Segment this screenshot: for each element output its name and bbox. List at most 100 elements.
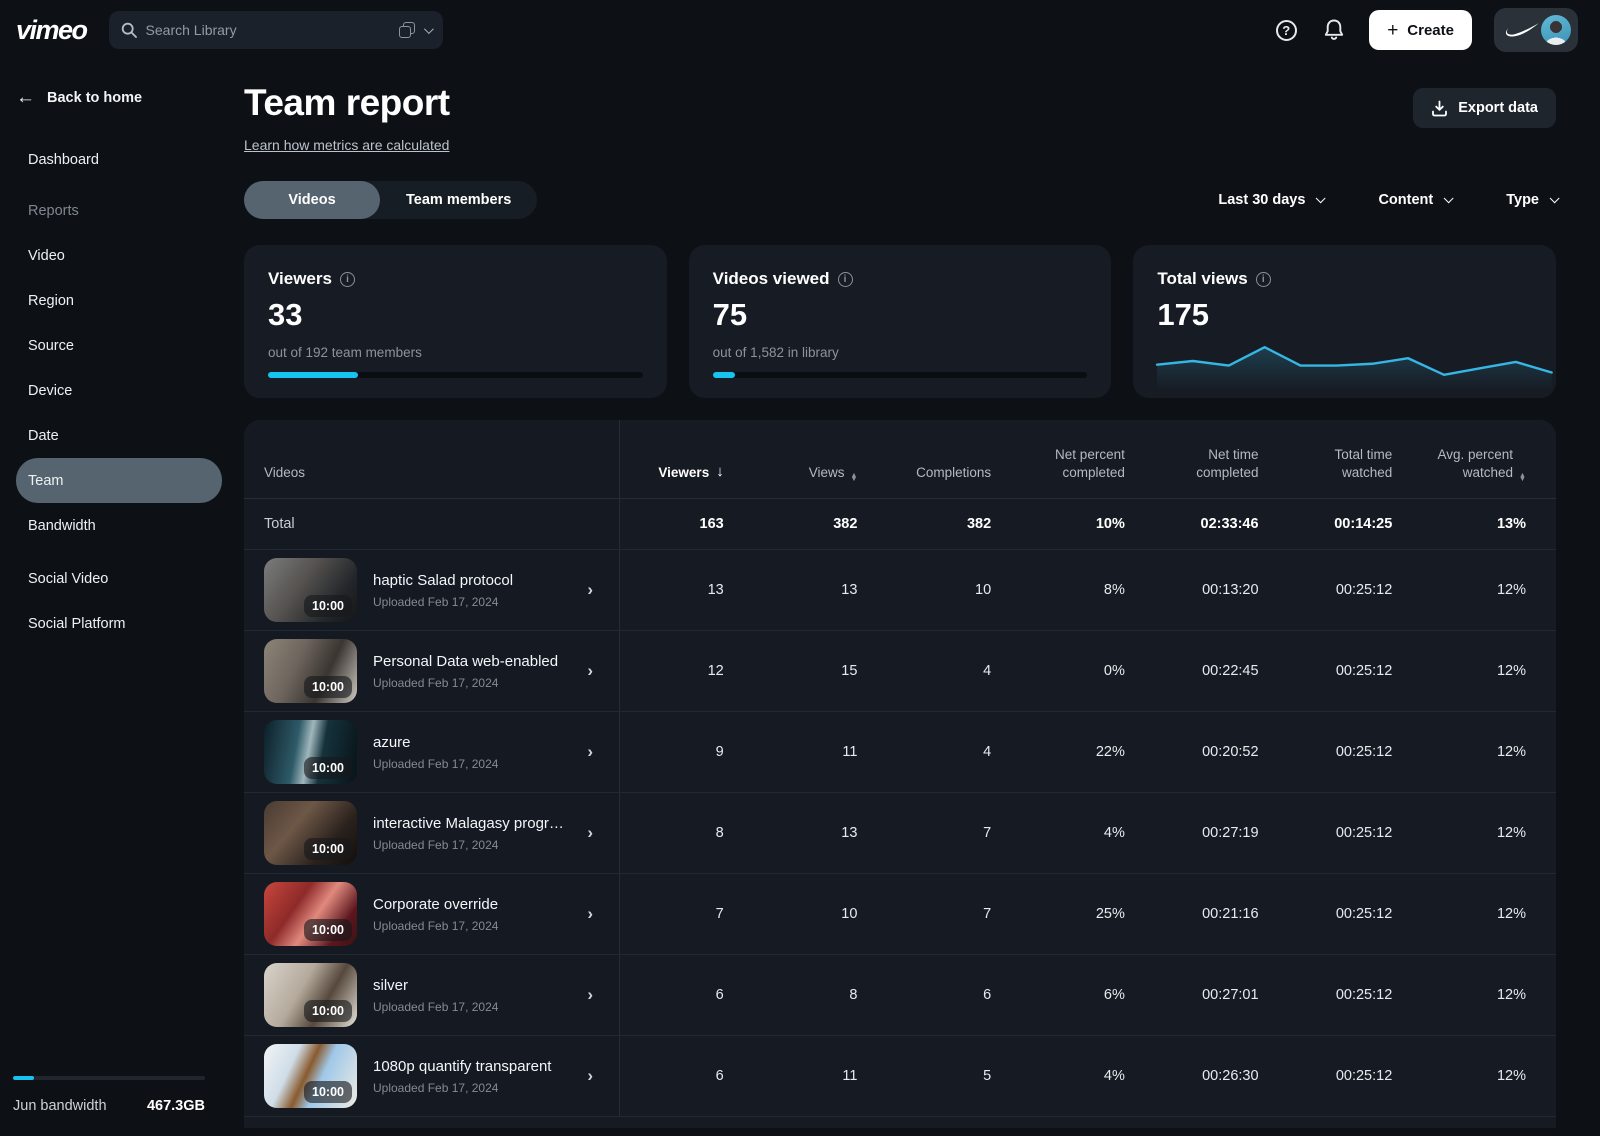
table-row[interactable]: 10:00Personal Data web-enabledUploaded F… (244, 630, 1556, 711)
table-row[interactable]: 10:00Corporate overrideUploaded Feb 17, … (244, 873, 1556, 954)
column-header-net-percent-completed[interactable]: Net percent completed (1021, 420, 1155, 498)
chevron-down-icon (1550, 193, 1560, 203)
sidebar-item-bandwidth[interactable]: Bandwidth (16, 503, 222, 548)
sidebar-item-social-platform[interactable]: Social Platform (16, 601, 222, 646)
tab-team-members[interactable]: Team members (380, 181, 537, 219)
column-header-avg-percent-watched[interactable]: Avg. percent watched▲▼ (1422, 420, 1556, 498)
duration-badge: 10:00 (304, 676, 352, 698)
card-value: 33 (268, 297, 643, 333)
video-cell: 10:00Corporate overrideUploaded Feb 17, … (244, 874, 620, 954)
cell-total_time: 00:25:12 (1289, 631, 1423, 711)
chevron-right-icon[interactable]: › (587, 742, 599, 762)
table-row[interactable]: 10:00silverUploaded Feb 17, 2024›6866%00… (244, 954, 1556, 1035)
chevron-right-icon[interactable]: › (587, 823, 599, 843)
table-row[interactable]: 10:00interactive Malagasy programmi...Up… (244, 792, 1556, 873)
card-progress-bar (713, 372, 1088, 378)
cell-total_time: 00:25:12 (1289, 955, 1423, 1035)
card-title: Videos viewed (713, 269, 830, 289)
bandwidth-summary: Jun bandwidth 467.3GB (13, 1076, 205, 1114)
column-header-net-time-completed[interactable]: Net time completed (1155, 420, 1289, 498)
video-thumbnail[interactable]: 10:00 (264, 1044, 357, 1108)
column-header-videos[interactable]: Videos (244, 420, 620, 498)
video-uploaded-date: Uploaded Feb 17, 2024 (373, 676, 571, 690)
duration-badge: 10:00 (304, 838, 352, 860)
stat-card-videos-viewed: Videos viewedi75out of 1,582 in library (689, 245, 1112, 398)
export-data-button[interactable]: Export data (1413, 88, 1556, 128)
video-thumbnail[interactable]: 10:00 (264, 882, 357, 946)
sidebar: ← Back to home DashboardReportsVideoRegi… (0, 60, 240, 1136)
account-menu[interactable] (1494, 8, 1578, 52)
library-scope-icon[interactable] (399, 22, 415, 38)
sidebar-item-device[interactable]: Device (16, 368, 222, 413)
cell-views: 11 (754, 1036, 888, 1116)
video-thumbnail[interactable]: 10:00 (264, 639, 357, 703)
duration-badge: 10:00 (304, 919, 352, 941)
sidebar-item-date[interactable]: Date (16, 413, 222, 458)
info-icon[interactable]: i (340, 272, 355, 287)
help-button[interactable]: ? (1273, 17, 1299, 43)
column-header-completions[interactable]: Completions (887, 420, 1021, 498)
video-thumbnail[interactable]: 10:00 (264, 558, 357, 622)
cell-views: 15 (754, 631, 888, 711)
table-row[interactable]: 10:001080p quantify transparentUploaded … (244, 1035, 1556, 1116)
cell-avg_percent: 12% (1422, 874, 1556, 954)
sidebar-item-team[interactable]: Team (16, 458, 222, 503)
chevron-right-icon[interactable]: › (587, 985, 599, 1005)
chevron-down-icon[interactable] (424, 24, 434, 34)
filter-content[interactable]: Content (1378, 192, 1450, 208)
video-thumbnail[interactable]: 10:00 (264, 720, 357, 784)
arrow-left-icon: ← (16, 88, 35, 107)
video-thumbnail[interactable]: 10:00 (264, 963, 357, 1027)
cell-viewers: 9 (620, 712, 754, 792)
search-bar[interactable] (109, 11, 443, 49)
back-to-home-link[interactable]: ← Back to home (16, 88, 222, 107)
tab-videos[interactable]: Videos (244, 181, 380, 219)
stat-card-viewers: Viewersi33out of 192 team members (244, 245, 667, 398)
report-tabs: VideosTeam members (244, 181, 537, 219)
chevron-down-icon (1316, 193, 1326, 203)
download-icon (1431, 100, 1448, 117)
chevron-right-icon[interactable]: › (587, 661, 599, 681)
cell-net_percent: 0% (1021, 631, 1155, 711)
cell-completions: 7 (887, 793, 1021, 873)
info-icon[interactable]: i (838, 272, 853, 287)
duration-badge: 10:00 (304, 595, 352, 617)
cell-completions: 7 (887, 874, 1021, 954)
chevron-right-icon[interactable]: › (587, 580, 599, 600)
filter-last-30-days[interactable]: Last 30 days (1218, 192, 1322, 208)
sidebar-item-social-video[interactable]: Social Video (16, 556, 222, 601)
filter-label: Type (1506, 192, 1539, 208)
create-button[interactable]: + Create (1369, 10, 1472, 50)
column-header-total-time-watched[interactable]: Total time watched (1289, 420, 1423, 498)
cell-avg_percent: 12% (1422, 1036, 1556, 1116)
cell-net_time: 00:26:30 (1155, 1036, 1289, 1116)
card-value: 75 (713, 297, 1088, 333)
video-cell: 10:00azureUploaded Feb 17, 2024› (244, 712, 620, 792)
notifications-button[interactable] (1321, 17, 1347, 43)
info-icon[interactable]: i (1256, 272, 1271, 287)
table-row[interactable]: 10:00haptic Salad protocolUploaded Feb 1… (244, 549, 1556, 630)
video-title: silver (373, 977, 571, 994)
total-label: Total (244, 499, 620, 549)
column-header-views[interactable]: Views▲▼ (754, 420, 888, 498)
vimeo-logo[interactable]: vimeo (16, 15, 87, 46)
video-cell: 10:00haptic Salad protocolUploaded Feb 1… (244, 550, 620, 630)
video-title: 1080p quantify transparent (373, 1058, 571, 1075)
total-completions: 382 (887, 499, 1021, 549)
filter-type[interactable]: Type (1506, 192, 1556, 208)
sidebar-item-dashboard[interactable]: Dashboard (16, 137, 222, 182)
metrics-info-link[interactable]: Learn how metrics are calculated (244, 137, 449, 153)
cell-net_percent: 6% (1021, 955, 1155, 1035)
column-header-label: Views (809, 464, 845, 482)
sidebar-item-region[interactable]: Region (16, 278, 222, 323)
sidebar-item-source[interactable]: Source (16, 323, 222, 368)
sidebar-nav: DashboardReportsVideoRegionSourceDeviceD… (16, 137, 222, 646)
chevron-right-icon[interactable]: › (587, 904, 599, 924)
column-header-viewers[interactable]: Viewers↓ (620, 420, 754, 498)
table-row[interactable]: 10:00azureUploaded Feb 17, 2024›911422%0… (244, 711, 1556, 792)
video-thumbnail[interactable]: 10:00 (264, 801, 357, 865)
sidebar-item-video[interactable]: Video (16, 233, 222, 278)
search-input[interactable] (146, 22, 390, 38)
cell-avg_percent: 12% (1422, 550, 1556, 630)
chevron-right-icon[interactable]: › (587, 1066, 599, 1086)
